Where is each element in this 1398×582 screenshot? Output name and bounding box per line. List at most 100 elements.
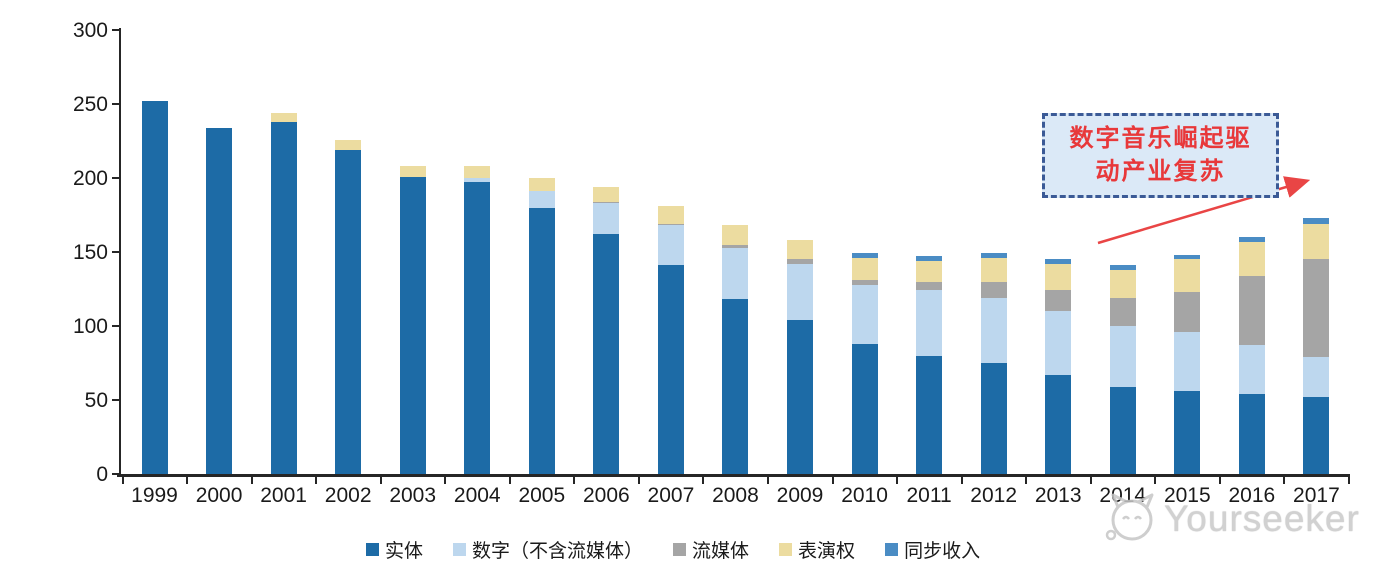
bar-segment-performance bbox=[270, 112, 297, 122]
annotation-text-line2: 动产业复苏 bbox=[1095, 158, 1226, 185]
bar-segment-physical bbox=[528, 207, 555, 474]
bar-segment-physical bbox=[1303, 397, 1330, 474]
legend-label-performance: 表演权 bbox=[798, 541, 856, 562]
bar-segment-sync bbox=[1174, 254, 1201, 260]
legend: 实体 数字（不含流媒体） 流媒体 表演权 同步收入 bbox=[366, 536, 980, 563]
x-axis-label: 2007 bbox=[647, 484, 695, 507]
x-tick bbox=[186, 476, 189, 484]
bar-segment-digital bbox=[722, 247, 749, 300]
bar-segment-physical bbox=[206, 127, 233, 474]
legend-item-performance: 表演权 bbox=[779, 536, 855, 563]
x-tick bbox=[1283, 476, 1286, 484]
bar-segment-physical bbox=[399, 176, 426, 474]
bar-segment-physical bbox=[464, 182, 491, 474]
bar-segment-digital bbox=[1238, 345, 1265, 395]
bar-segment-sync bbox=[1045, 259, 1072, 264]
bar-segment-streaming bbox=[657, 223, 684, 226]
y-tick bbox=[112, 103, 120, 105]
legend-swatch-digital bbox=[453, 543, 467, 556]
x-tick bbox=[1089, 476, 1092, 484]
y-tick-label: 0 bbox=[96, 462, 108, 486]
bar-segment-sync bbox=[1238, 237, 1265, 242]
x-tick bbox=[1154, 476, 1157, 484]
bar-segment-digital bbox=[528, 191, 555, 208]
x-tick bbox=[508, 476, 511, 484]
bar-segment-performance bbox=[1045, 263, 1072, 291]
x-axis-label: 2004 bbox=[453, 484, 501, 507]
bar-segment-sync bbox=[1109, 265, 1136, 270]
bar-segment-sync bbox=[916, 256, 943, 261]
legend-label-streaming: 流媒体 bbox=[692, 541, 750, 562]
y-tick-label: 250 bbox=[72, 92, 108, 116]
bar-segment-streaming bbox=[851, 280, 878, 285]
annotation-text-line1: 数字音乐崛起驱 bbox=[1069, 125, 1252, 152]
bar-segment-physical bbox=[787, 320, 813, 474]
y-tick bbox=[112, 399, 120, 401]
x-tick bbox=[1218, 476, 1221, 484]
bar-segment-physical bbox=[593, 234, 620, 474]
legend-item-physical: 实体 bbox=[366, 536, 423, 563]
bar-segment-sync bbox=[1303, 217, 1330, 224]
y-tick bbox=[112, 473, 120, 475]
x-axis-label: 1999 bbox=[131, 484, 178, 507]
x-axis-label: 2003 bbox=[389, 484, 437, 507]
bar-segment-digital bbox=[593, 203, 620, 235]
legend-item-digital: 数字（不含流媒体） bbox=[453, 536, 643, 563]
x-axis-label: 2017 bbox=[1293, 484, 1340, 507]
x-tick bbox=[573, 476, 576, 484]
bar-segment-digital bbox=[1174, 331, 1201, 392]
bar-segment-streaming bbox=[1238, 275, 1265, 346]
bar-segment-streaming bbox=[980, 281, 1007, 298]
x-tick bbox=[767, 476, 769, 484]
x-tick bbox=[250, 476, 253, 484]
bar-segment-physical bbox=[916, 355, 943, 474]
bar-segment-digital bbox=[787, 263, 813, 321]
bar-segment-digital bbox=[851, 284, 878, 344]
bar-segment-performance bbox=[593, 186, 620, 202]
y-tick-label: 150 bbox=[72, 240, 108, 264]
bar-segment-physical bbox=[335, 149, 362, 474]
legend-label-digital: 数字（不含流媒体） bbox=[472, 541, 644, 562]
bar-segment-performance bbox=[787, 240, 813, 260]
bar-segment-streaming bbox=[1109, 297, 1136, 326]
y-tick bbox=[112, 177, 120, 179]
x-tick bbox=[444, 476, 447, 484]
x-tick bbox=[315, 476, 318, 484]
bar-segment-digital bbox=[916, 290, 943, 356]
x-axis-label: 2006 bbox=[582, 484, 630, 507]
bar-segment-streaming bbox=[1303, 259, 1330, 358]
bar-segment-performance bbox=[335, 139, 362, 150]
x-tick bbox=[121, 476, 124, 484]
x-axis-label: 2010 bbox=[841, 484, 888, 507]
x-axis-label: 2002 bbox=[324, 484, 372, 507]
legend-swatch-sync bbox=[885, 543, 899, 556]
bar-segment-performance bbox=[1109, 269, 1136, 298]
bar-segment-performance bbox=[1238, 241, 1265, 276]
x-axis-line bbox=[117, 474, 1350, 477]
bar-segment-physical bbox=[1174, 391, 1201, 474]
bar-segment-physical bbox=[980, 363, 1007, 474]
legend-label-physical: 实体 bbox=[385, 541, 424, 562]
bar-segment-physical bbox=[270, 121, 297, 474]
y-tick-label: 200 bbox=[72, 166, 108, 190]
x-tick bbox=[1347, 476, 1350, 484]
x-tick bbox=[896, 476, 899, 484]
x-tick bbox=[379, 476, 382, 484]
cat-logo-icon bbox=[1105, 493, 1154, 541]
x-axis-label: 2013 bbox=[1034, 484, 1082, 507]
bar-segment-sync bbox=[980, 253, 1007, 258]
bar-segment-performance bbox=[1174, 259, 1201, 292]
bar-segment-physical bbox=[1109, 386, 1136, 474]
bar-segment-physical bbox=[1238, 394, 1265, 474]
bar-segment-performance bbox=[464, 166, 491, 178]
bar-segment-physical bbox=[722, 299, 749, 474]
bar-segment-performance bbox=[1303, 223, 1330, 260]
bar-segment-performance bbox=[851, 257, 878, 281]
bar-segment-physical bbox=[141, 101, 168, 474]
x-tick bbox=[831, 476, 834, 484]
bar-segment-performance bbox=[399, 166, 426, 177]
bar-segment-streaming bbox=[593, 201, 620, 204]
y-tick bbox=[112, 29, 120, 31]
bar-segment-physical bbox=[851, 343, 878, 474]
